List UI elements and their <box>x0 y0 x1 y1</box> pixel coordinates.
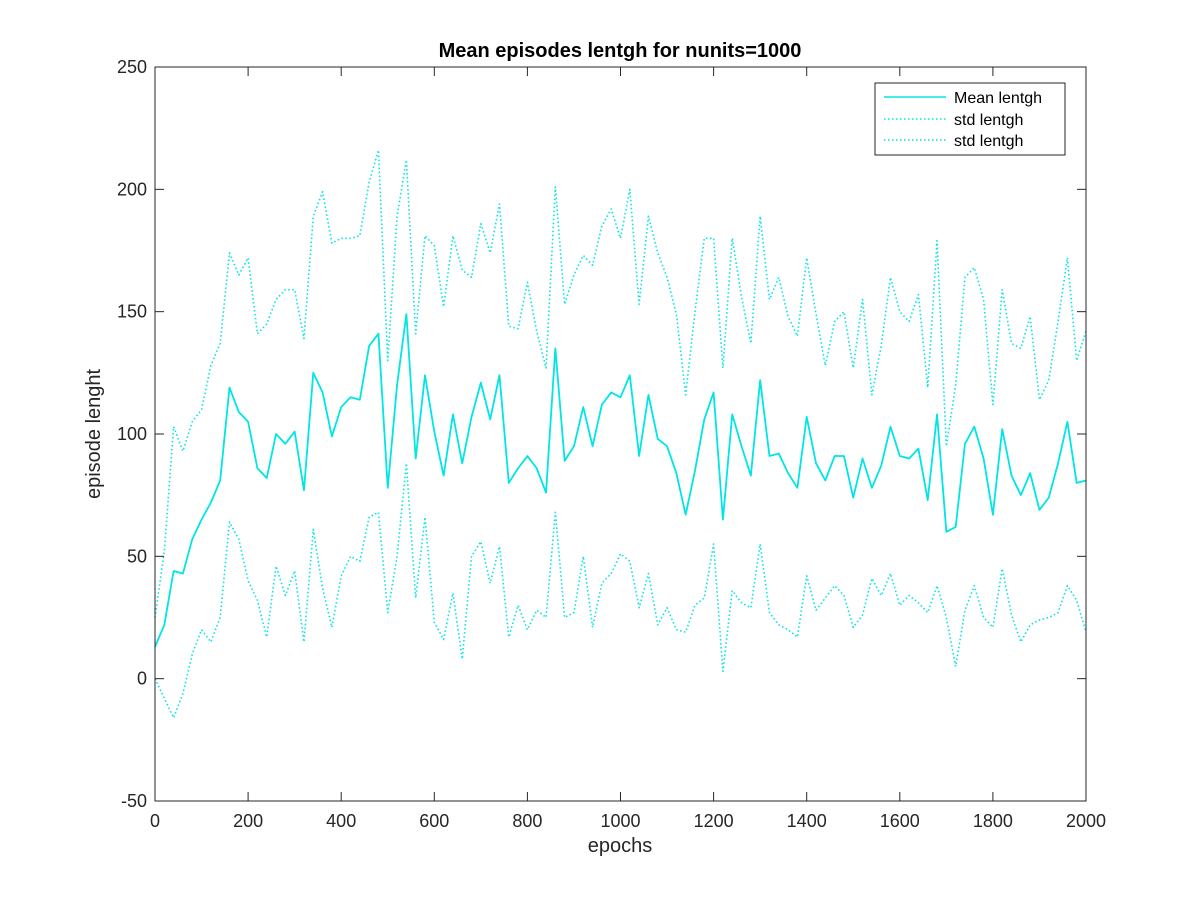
ticks-layer: 0 200 400 600 800 1000 1200 1400 1600 1800 2000-50… <box>117 57 1106 831</box>
y-tick-label: 100 <box>117 424 147 444</box>
x-tick-label: 1200 <box>694 811 734 831</box>
y-tick-label: 150 <box>117 302 147 322</box>
x-tick-label: 1000 <box>600 811 640 831</box>
y-tick-label: -50 <box>121 791 147 811</box>
legend-entry-std-upper: std lentgh <box>954 112 1023 129</box>
legend-entry-mean: Mean lentgh <box>954 90 1042 107</box>
chart-title: Mean episodes lentgh for nunits=1000 <box>439 40 802 62</box>
x-tick-label: 0 <box>150 811 160 831</box>
y-tick-label: 50 <box>127 546 147 566</box>
x-axis-label: epochs <box>588 835 653 857</box>
y-tick-label: 250 <box>117 57 147 77</box>
x-tick-label: 1600 <box>880 811 920 831</box>
y-axis-label: episode lenght <box>83 369 105 500</box>
x-tick-label: 200 <box>233 811 263 831</box>
y-tick-label: 0 <box>137 669 147 689</box>
plot-area <box>155 67 1086 801</box>
legend-box <box>874 82 1066 156</box>
mean-length-line <box>154 313 1087 648</box>
x-tick-label: 800 <box>512 811 542 831</box>
legend: Mean lentgh std lentgh std lentgh <box>874 82 1066 156</box>
x-tick-label: 1800 <box>973 811 1013 831</box>
x-tick-label: 1400 <box>787 811 827 831</box>
legend-entry-std-lower: std lentgh <box>954 133 1023 150</box>
x-tick-label: 400 <box>326 811 356 831</box>
x-tick-label: 600 <box>419 811 449 831</box>
y-tick-label: 200 <box>117 179 147 199</box>
x-tick-label: 2000 <box>1066 811 1106 831</box>
series-layer <box>154 149 1087 719</box>
